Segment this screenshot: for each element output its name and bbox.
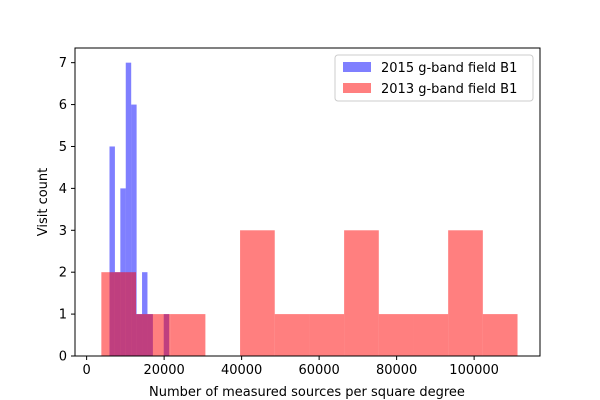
legend-box [334, 54, 534, 102]
y-tick-label: 3 [59, 224, 67, 239]
x-axis-label: Number of measured sources per square de… [149, 385, 465, 400]
bar-series-0-bin-4 [131, 104, 137, 356]
bar-series-1-bin-4 [240, 230, 275, 356]
x-tick-label: 0 [82, 363, 90, 378]
x-tick-label: 100000 [449, 363, 499, 378]
bar-series-1-bin-1 [136, 314, 171, 356]
bar-series-1-bin-0 [101, 272, 137, 356]
bar-series-1-bin-2 [170, 314, 206, 356]
x-axis-ticks: 0 20000 40000 60000 80000 100000 [82, 356, 499, 378]
bar-series-1-bin-11 [482, 314, 518, 356]
x-tick-label: 40000 [221, 363, 262, 378]
bar-series-1-bin-9 [413, 314, 449, 356]
bar-series-1-bin-5 [274, 314, 310, 356]
bar-series-0-bin-6 [142, 272, 148, 356]
x-tick-label: 80000 [376, 363, 417, 378]
y-tick-label: 0 [59, 350, 67, 365]
y-tick-label: 2 [59, 266, 67, 281]
bars-layer [101, 62, 518, 357]
legend: 2015 g-band field B1 2013 g-band field B… [334, 54, 534, 102]
bar-series-1-bin-7 [344, 230, 379, 356]
legend-label-2013: 2013 g-band field B1 [381, 82, 517, 97]
y-tick-label: 6 [59, 98, 67, 113]
legend-swatch-2013 [343, 83, 371, 93]
y-tick-label: 4 [59, 182, 67, 197]
legend-label-2015: 2015 g-band field B1 [381, 61, 517, 76]
bar-series-0-bin-0 [109, 146, 115, 356]
legend-swatch-2015 [343, 62, 371, 72]
bar-series-1-bin-8 [378, 314, 414, 356]
bar-series-0-bin-3 [125, 62, 132, 357]
bar-series-1-bin-10 [448, 230, 483, 356]
y-tick-label: 5 [59, 140, 67, 155]
y-tick-label: 7 [59, 56, 67, 71]
y-tick-label: 1 [59, 308, 67, 323]
bar-series-1-bin-6 [309, 314, 345, 356]
plot-frame [74, 47, 541, 357]
x-tick-label: 20000 [143, 363, 184, 378]
y-axis-ticks: 0 1 2 3 4 5 6 7 [59, 56, 75, 365]
y-axis-label: Visit count [36, 168, 51, 237]
x-tick-label: 60000 [298, 363, 339, 378]
